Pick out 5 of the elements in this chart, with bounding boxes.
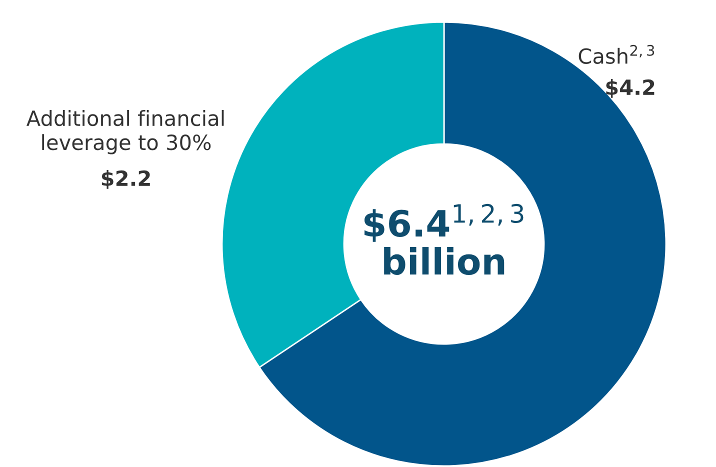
text: $6.4$^{1,2,3}$ billion	[364, 204, 524, 275]
data-label: $4.2	[606, 79, 654, 98]
data-label: $2.2	[102, 170, 150, 189]
slice-label: Cash$^{2,3}$	[578, 44, 654, 64]
slice-label: Additional financial leverage to 30%	[26, 110, 224, 154]
